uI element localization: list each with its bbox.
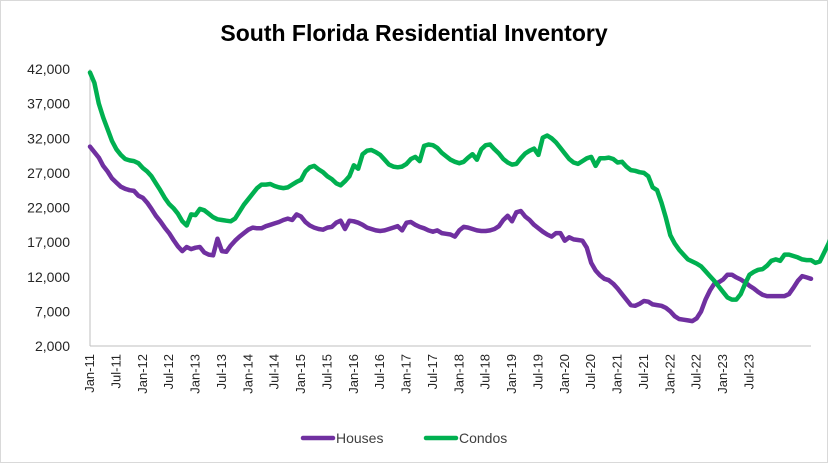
series-lines [87, 70, 828, 324]
y-tick-label: 32,000 [27, 130, 70, 146]
x-tick-label: Jul-21 [636, 354, 651, 389]
y-tick-label: 2,000 [35, 338, 70, 354]
y-tick-label: 42,000 [27, 61, 70, 77]
x-tick-label: Jul-17 [425, 354, 440, 389]
x-tick-label: Jul-11 [108, 354, 123, 388]
y-tick-label: 37,000 [27, 96, 70, 112]
y-tick-label: 7,000 [35, 303, 70, 319]
x-axis-ticks: Jan-11 Jul-11 Jan-12 Jul-12 Jan-13 Jul-13 Jan-… [82, 354, 756, 394]
x-tick-label: Jul-23 [741, 354, 756, 389]
series-line-condos [87, 70, 828, 302]
x-tick-label: Jan-13 [188, 354, 203, 394]
x-tick-label: Jan-17 [399, 354, 414, 394]
y-tick-label: 27,000 [27, 165, 70, 181]
x-tick-label: Jul-15 [319, 354, 334, 389]
x-tick-label: Jan-11 [82, 354, 97, 393]
y-axis-ticks: 2,000 7,000 12,000 17,000 22,000 27,000 32,000… [27, 61, 70, 354]
chart-title: South Florida Residential Inventory [220, 20, 608, 46]
legend-label-condos: Condos [459, 430, 507, 446]
x-tick-label: Jul-13 [214, 354, 229, 389]
series-line-houses [87, 144, 814, 324]
x-tick-label: Jan-15 [293, 354, 308, 394]
x-tick-label: Jul-20 [583, 354, 598, 389]
legend: Houses Condos [300, 430, 507, 446]
x-tick-label: Jul-19 [530, 354, 545, 389]
x-tick-label: Jan-14 [240, 354, 255, 394]
x-tick-label: Jul-12 [161, 354, 176, 389]
x-tick-label: Jan-22 [662, 354, 677, 394]
x-tick-label: Jan-21 [610, 354, 625, 394]
legend-label-houses: Houses [336, 430, 383, 446]
x-tick-label: Jul-14 [267, 354, 282, 389]
x-tick-label: Jul-18 [478, 354, 493, 389]
x-tick-label: Jan-12 [135, 354, 150, 394]
y-tick-label: 17,000 [27, 234, 70, 250]
x-tick-label: Jul-22 [689, 354, 704, 389]
x-tick-label: Jan-20 [557, 354, 572, 394]
x-tick-label: Jan-18 [451, 354, 466, 394]
x-tick-label: Jan-16 [346, 354, 361, 394]
y-tick-label: 22,000 [27, 200, 70, 216]
x-tick-label: Jan-19 [504, 354, 519, 394]
y-tick-label: 12,000 [27, 269, 70, 285]
x-tick-label: Jul-16 [372, 354, 387, 389]
x-tick-label: Jan-23 [715, 354, 730, 394]
